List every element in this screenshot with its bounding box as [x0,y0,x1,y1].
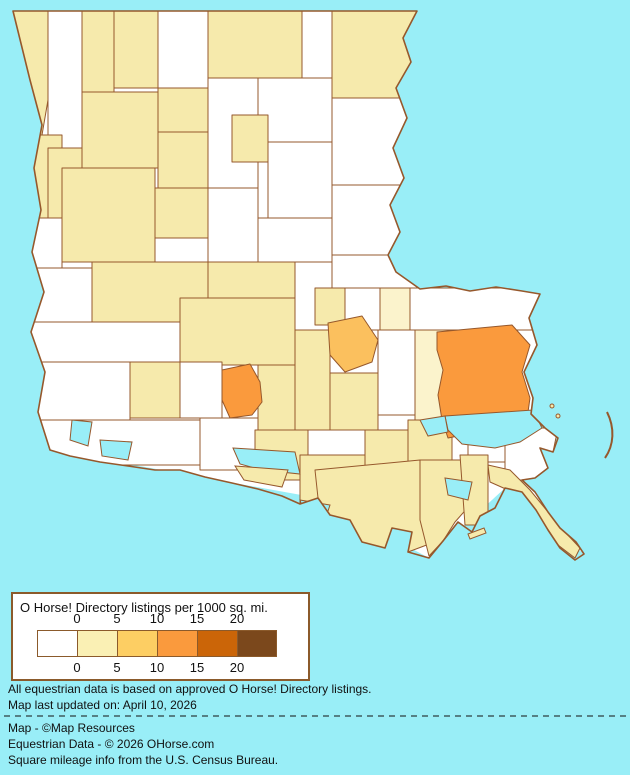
data-credit: Equestrian Data - © 2026 OHorse.com [8,737,215,751]
offshore-islands [234,403,614,540]
marsh-island [234,465,289,488]
legend-swatch [77,630,117,657]
legend-tick: 5 [113,611,121,626]
legend-tick: 0 [73,660,81,675]
data-source-note: All equestrian data is based on approved… [8,682,372,696]
legend-color-ramp [37,630,277,657]
legend: O Horse! Directory listings per 1000 sq.… [11,592,310,681]
legend-swatch [237,630,277,657]
legend-tick: 20 [229,611,245,626]
legend-swatch [197,630,237,657]
census-credit: Square mileage info from the U.S. Census… [8,753,279,767]
louisiana-parish-choropleth-map [12,10,614,561]
legend-swatch [37,630,77,657]
legend-tick: 10 [149,611,165,626]
legend-tick: 15 [189,611,205,626]
chandeleur-islands [604,411,614,459]
grand-isle [467,527,487,540]
map-credit: Map - ©Map Resources [8,721,135,735]
parish-shapes [13,11,584,559]
last-updated-note: Map last updated on: April 10, 2026 [8,698,197,712]
legend-swatch [157,630,197,657]
legend-swatch [117,630,157,657]
dashed-separator [4,715,626,717]
legend-tick: 0 [73,611,81,626]
legend-tick: 15 [189,660,205,675]
medium-value-parish [327,315,379,373]
lafayette-parish [221,363,263,419]
legend-title: O Horse! Directory listings per 1000 sq.… [20,600,268,615]
legend-tick: 10 [149,660,165,675]
state-outline [12,10,585,561]
legend-tick: 20 [229,660,245,675]
legend-tick: 5 [113,660,121,675]
